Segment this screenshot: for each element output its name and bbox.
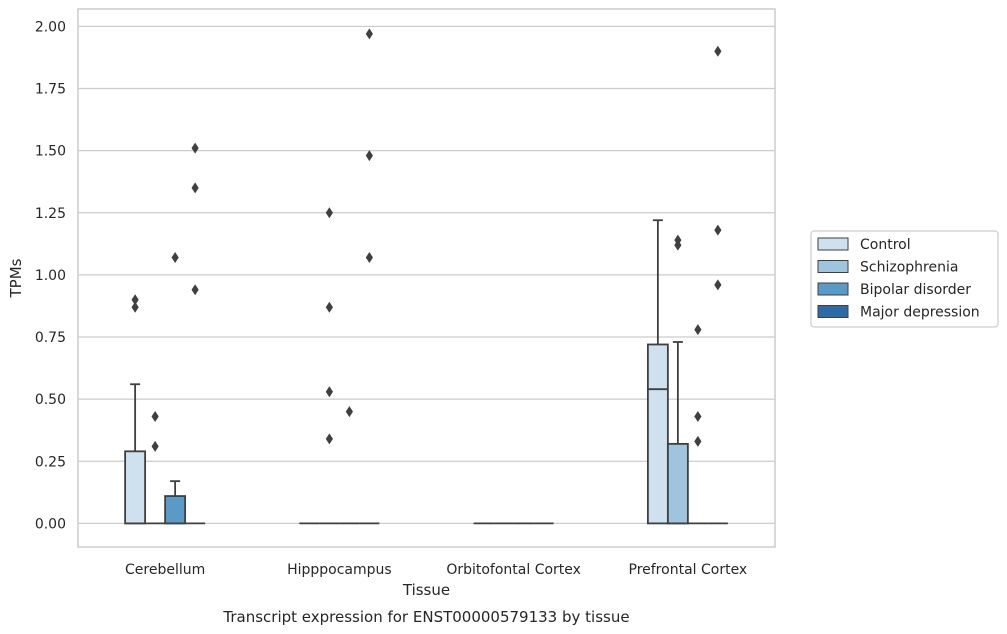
box-major-depression xyxy=(359,28,380,525)
outlier-point xyxy=(325,207,333,219)
legend-box xyxy=(810,230,999,328)
outlier-point xyxy=(171,251,179,263)
x-tick-label: Orbitofontal Cortex xyxy=(446,562,581,578)
y-axis-title: TPMs xyxy=(7,258,25,298)
box-iqr xyxy=(666,442,689,525)
outlier-point xyxy=(345,406,353,418)
outlier-point xyxy=(191,182,199,194)
box-plots xyxy=(124,28,728,525)
box-control xyxy=(646,219,669,525)
outlier-point xyxy=(191,284,199,296)
y-tick-label: 1.25 xyxy=(35,206,66,222)
outlier-point xyxy=(714,224,722,236)
y-tick-label: 0.25 xyxy=(35,454,66,470)
outlier-point xyxy=(325,433,333,445)
box-iqr xyxy=(124,450,147,525)
x-tick-label: Cerebellum xyxy=(125,562,205,578)
box-schizophrenia xyxy=(666,234,689,525)
box-bipolar-disorder xyxy=(339,406,360,525)
outlier-point xyxy=(151,411,159,423)
box-major-depression xyxy=(707,45,728,525)
y-tick-label: 0.00 xyxy=(35,516,66,532)
y-tick-label: 1.50 xyxy=(35,144,66,160)
x-tick-label: Prefrontal Cortex xyxy=(629,562,748,578)
outlier-point xyxy=(191,142,199,154)
y-tick-label: 0.75 xyxy=(35,330,66,346)
legend-swatch xyxy=(817,260,849,273)
legend-swatch xyxy=(817,237,849,251)
box-iqr xyxy=(646,343,669,525)
box-iqr xyxy=(164,495,187,525)
legend: Control Schizophrenia Bipolar disorder Majo… xyxy=(810,230,999,328)
legend-label: Bipolar disorder xyxy=(860,282,971,298)
outlier-point xyxy=(131,294,139,306)
y-tick-label: 1.75 xyxy=(35,82,66,98)
box-bipolar-disorder xyxy=(164,251,187,525)
chart-title: Transcript expression for ENST0000057913… xyxy=(222,608,629,626)
y-tick-label: 2.00 xyxy=(35,19,66,35)
y-tick-labels: 0.00 0.25 0.50 0.75 1.00 1.25 1.50 1.75 2.00 xyxy=(35,19,66,532)
outlier-point xyxy=(714,279,722,291)
outlier-point xyxy=(151,440,159,452)
box-bipolar-disorder xyxy=(687,324,708,525)
outlier-point xyxy=(325,386,333,398)
outlier-point xyxy=(365,251,373,263)
box-schizophrenia xyxy=(319,207,340,525)
outlier-point xyxy=(714,45,722,57)
plot-frame xyxy=(77,8,776,548)
outlier-point xyxy=(325,301,333,313)
legend-label: Control xyxy=(860,237,911,253)
box-major-depression xyxy=(185,142,206,525)
y-tick-label: 1.00 xyxy=(35,268,66,284)
x-tick-label: Hipppocampus xyxy=(287,562,392,578)
legend-label: Schizophrenia xyxy=(860,260,958,276)
box-control xyxy=(124,294,147,525)
x-axis-title: Tissue xyxy=(402,581,450,599)
outlier-point xyxy=(365,150,373,162)
outlier-point xyxy=(694,435,702,447)
outlier-point xyxy=(694,411,702,423)
legend-swatch xyxy=(817,305,849,318)
legend-swatch xyxy=(817,282,849,296)
y-tick-label: 0.50 xyxy=(35,392,66,408)
outlier-point xyxy=(365,28,373,40)
outlier-point xyxy=(694,324,702,336)
x-tick-labels: Cerebellum Hipppocampus Orbitofontal Corte… xyxy=(125,562,747,578)
box-schizophrenia xyxy=(145,411,166,525)
outlier-point xyxy=(674,234,682,246)
legend-label: Major depression xyxy=(860,305,980,321)
outlier-point xyxy=(131,301,139,313)
